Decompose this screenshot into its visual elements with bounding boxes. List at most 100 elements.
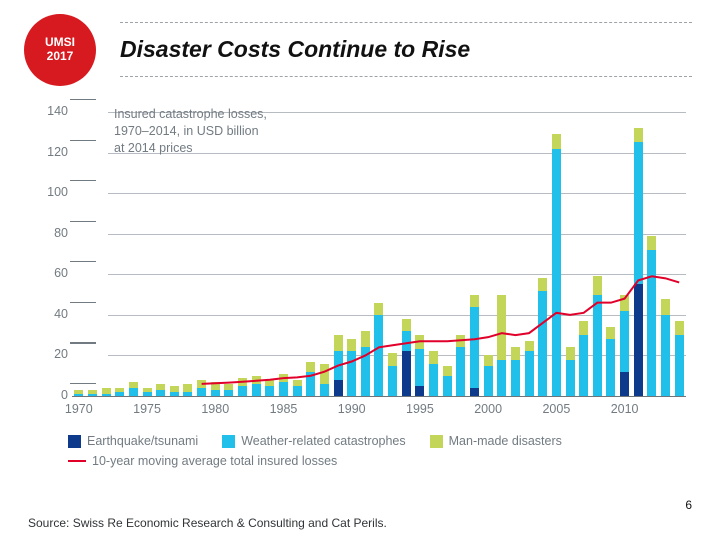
bar-seg-eq (334, 380, 343, 396)
bar-seg-mm (293, 380, 302, 386)
x-tick-label: 1995 (406, 402, 434, 416)
bar-1985 (279, 112, 288, 396)
bar-seg-mm (634, 128, 643, 142)
bar-seg-wx (606, 339, 615, 396)
bar-seg-wx (579, 335, 588, 396)
bar-seg-wx (634, 142, 643, 284)
bar-seg-wx (675, 335, 684, 396)
bar-seg-wx (306, 372, 315, 396)
bar-seg-wx (361, 347, 370, 396)
bar-seg-mm (606, 327, 615, 339)
bar-seg-wx (566, 360, 575, 397)
bar-seg-wx (497, 360, 506, 397)
x-tick-label: 2000 (474, 402, 502, 416)
bar-seg-mm (183, 384, 192, 392)
bar-seg-wx (320, 384, 329, 396)
bar-seg-mm (306, 362, 315, 372)
y-tick-label: 40 (32, 307, 68, 321)
bar-1987 (306, 112, 315, 396)
legend-item: Earthquake/tsunami (68, 434, 198, 448)
divider-bottom (120, 76, 692, 77)
bar-seg-mm (197, 380, 206, 388)
legend-swatch (68, 435, 81, 448)
disaster-cost-chart: 020406080100120140Insured catastrophe lo… (28, 106, 692, 426)
bar-seg-wx (197, 388, 206, 396)
x-tick-label: 1980 (201, 402, 229, 416)
bar-2000 (484, 112, 493, 396)
bar-seg-mm (443, 366, 452, 376)
bar-1992 (374, 112, 383, 396)
x-tick-label: 2010 (611, 402, 639, 416)
bar-1984 (265, 112, 274, 396)
bar-2006 (566, 112, 575, 396)
bar-seg-wx (456, 347, 465, 396)
bar-seg-mm (675, 321, 684, 335)
bar-1995 (415, 112, 424, 396)
bar-seg-mm (497, 295, 506, 360)
y-tick-label: 20 (32, 347, 68, 361)
page-number: 6 (685, 498, 692, 512)
bar-1989 (334, 112, 343, 396)
bar-seg-wx (484, 366, 493, 396)
bar-2002 (511, 112, 520, 396)
bar-seg-mm (115, 388, 124, 392)
bar-seg-wx (238, 386, 247, 396)
bar-2009 (606, 112, 615, 396)
bar-seg-mm (484, 355, 493, 365)
bar-seg-eq (634, 284, 643, 396)
bar-seg-wx (293, 386, 302, 396)
bar-1975 (143, 112, 152, 396)
bar-seg-wx (552, 149, 561, 396)
bar-seg-mm (620, 295, 629, 311)
x-tick-label: 1985 (270, 402, 298, 416)
bar-seg-mm (456, 335, 465, 347)
y-tick-overline (70, 99, 96, 100)
x-axis (72, 396, 686, 397)
bar-seg-mm (211, 382, 220, 390)
bar-seg-mm (238, 378, 247, 386)
bar-seg-wx (443, 376, 452, 396)
y-tick-label: 60 (32, 266, 68, 280)
bar-seg-mm (334, 335, 343, 351)
bar-2010 (620, 112, 629, 396)
y-tick-label: 80 (32, 226, 68, 240)
bar-seg-mm (470, 295, 479, 307)
bar-seg-mm (374, 303, 383, 315)
bar-seg-mm (402, 319, 411, 331)
bar-1991 (361, 112, 370, 396)
bar-seg-mm (102, 388, 111, 394)
legend-item: Man-made disasters (430, 434, 562, 448)
bar-2005 (552, 112, 561, 396)
bar-seg-mm (361, 331, 370, 347)
bar-seg-mm (647, 236, 656, 250)
bar-seg-wx (334, 351, 343, 379)
bar-seg-eq (470, 388, 479, 396)
bar-seg-mm (156, 384, 165, 390)
bar-seg-mm (566, 347, 575, 359)
legend-label: Earthquake/tsunami (87, 434, 198, 448)
bar-2001 (497, 112, 506, 396)
bar-seg-mm (661, 299, 670, 315)
bar-1981 (224, 112, 233, 396)
legend-swatch (68, 460, 86, 462)
bar-seg-mm (143, 388, 152, 392)
bar-2014 (675, 112, 684, 396)
bar-seg-wx (279, 382, 288, 396)
legend-swatch (430, 435, 443, 448)
y-tick-label: 120 (32, 145, 68, 159)
bar-seg-mm (511, 347, 520, 359)
bar-1993 (388, 112, 397, 396)
bar-seg-mm (415, 335, 424, 349)
y-tick-label: 100 (32, 185, 68, 199)
bar-seg-mm (320, 364, 329, 384)
y-tick-label: 140 (32, 104, 68, 118)
badge-line2: 2017 (47, 50, 74, 64)
bar-seg-wx (252, 384, 261, 396)
bar-seg-wx (129, 388, 138, 396)
bar-seg-wx (538, 291, 547, 396)
source-caption: Source: Swiss Re Economic Research & Con… (28, 516, 387, 530)
bar-seg-wx (265, 386, 274, 396)
bar-seg-wx (661, 315, 670, 396)
bar-seg-mm (347, 339, 356, 351)
legend-label: Weather-related catastrophes (241, 434, 405, 448)
